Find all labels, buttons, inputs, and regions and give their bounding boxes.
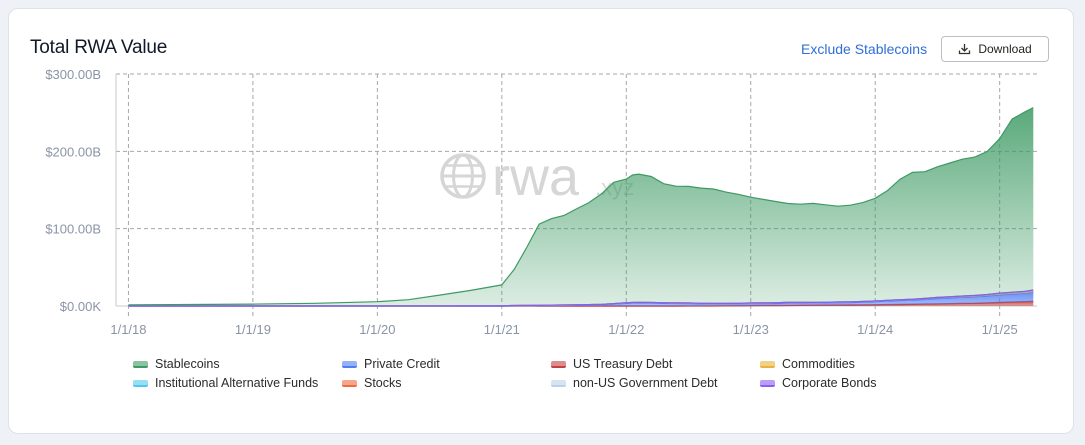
y-tick-label: $300.00B [45,67,101,82]
exclude-stablecoins-link[interactable]: Exclude Stablecoins [801,41,928,57]
legend-label: Institutional Alternative Funds [155,376,319,390]
globe-meridian [452,153,474,199]
line-stablecoins [128,107,1034,306]
watermark-text: rwa [492,147,580,207]
legend-label: Commodities [782,357,855,371]
legend-swatch [342,360,357,368]
y-tick-label: $0.00K [60,299,102,314]
legend-swatch [133,379,148,387]
y-tick-label: $200.00B [45,144,101,159]
x-tick-label: 1/1/19 [235,322,271,337]
download-label: Download [978,42,1032,56]
legend-item[interactable]: Corporate Bonds [760,376,877,390]
legend-swatch [133,360,148,368]
legend-item[interactable]: Private Credit [342,357,440,371]
x-tick-label: 1/1/22 [608,322,644,337]
legend-swatch [760,360,775,368]
legend-item[interactable]: US Treasury Debt [551,357,672,371]
x-tick-label: 1/1/24 [857,322,893,337]
x-tick-label: 1/1/18 [110,322,146,337]
y-tick-label: $100.00B [45,222,101,237]
legend-swatch [342,379,357,387]
x-tick-label: 1/1/25 [982,322,1018,337]
legend-item[interactable]: non-US Government Debt [551,376,718,390]
legend-item[interactable]: Stocks [342,376,402,390]
area-us-treasury-debt [128,301,1034,306]
legend-swatch [551,379,566,387]
chart-title: Total RWA Value [30,37,168,58]
legend-label: Stocks [364,376,402,390]
legend-label: Stablecoins [155,357,220,371]
legend-swatch [551,360,566,368]
legend-label: non-US Government Debt [573,376,718,390]
x-tick-label: 1/1/21 [484,322,520,337]
x-tick-label: 1/1/23 [733,322,769,337]
legend-item[interactable]: Commodities [760,357,855,371]
legend-label: Private Credit [364,357,440,371]
legend-swatch [760,379,775,387]
x-tick-label: 1/1/20 [359,322,395,337]
legend-item[interactable]: Institutional Alternative Funds [133,376,318,390]
download-icon [958,43,971,55]
globe-icon [440,153,486,199]
legend-label: US Treasury Debt [573,357,673,371]
download-button[interactable]: Download [941,36,1049,62]
legend-item[interactable]: Stablecoins [133,357,220,371]
legend-label: Corporate Bonds [782,376,877,390]
